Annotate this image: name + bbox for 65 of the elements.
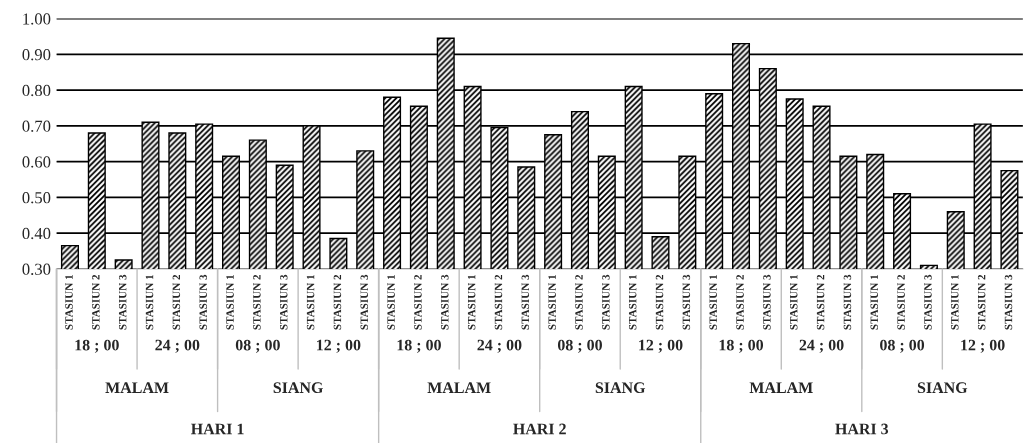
text: MALAM: [427, 382, 491, 393]
text: SIANG: [595, 382, 646, 394]
text: HARI 3: [835, 423, 889, 435]
x-tick-label: STASIUN 3: [1004, 274, 1013, 330]
text: 18 ; 00: [75, 339, 119, 353]
x-tick-label: STASIUN 2: [736, 274, 744, 330]
text: 18 ; 00: [719, 339, 764, 353]
x-tick-label: STASIUN 1: [790, 275, 798, 330]
text: 12 ; 00: [961, 339, 1005, 353]
text: SIANG: [273, 382, 323, 394]
x-tick-label: STASIUN 2: [897, 274, 905, 330]
text: 18 ; 00: [397, 339, 441, 353]
text: 08 ; 00: [557, 339, 602, 353]
text: 12 ; 00: [317, 339, 361, 353]
x-tick-label: STASIUN 3: [843, 274, 852, 330]
x-tick-label: STASIUN 1: [145, 275, 154, 330]
x-tick-label: STASIUN 1: [709, 275, 717, 330]
y-tick-label: 1.00: [23, 13, 51, 25]
x-tick-label: STASIUN 1: [387, 275, 395, 330]
x-tick-label: STASIUN 2: [172, 274, 181, 330]
y-tick-label: 0.80: [22, 84, 51, 97]
text: MALAM: [749, 382, 813, 393]
text: 08 ; 00: [880, 339, 925, 353]
text: MALAM: [105, 382, 169, 393]
x-tick-label: STASIUN 1: [951, 275, 959, 330]
text: HARI 1: [191, 423, 244, 435]
x-tick-label: STASIUN 1: [467, 275, 476, 330]
x-tick-label: STASIUN 1: [65, 275, 73, 330]
x-tick-label: STASIUN 3: [360, 274, 369, 330]
x-tick-label: STASIUN 3: [521, 274, 530, 330]
x-tick-label: STASIUN 2: [414, 274, 422, 330]
text: 24 ; 00: [799, 339, 844, 353]
x-tick-label: STASIUN 1: [548, 275, 556, 330]
text: 24 ; 00: [477, 339, 522, 353]
x-tick-label: STASIUN 3: [924, 274, 932, 330]
x-tick-label: STASIUN 3: [682, 274, 691, 330]
x-tick-label: STASIUN 3: [199, 274, 207, 330]
text: 08 ; 00: [235, 339, 280, 353]
x-tick-label: STASIUN 1: [306, 275, 315, 330]
x-tick-label: STASIUN 1: [870, 275, 879, 330]
x-tick-label: STASIUN 3: [602, 274, 610, 330]
x-tick-label: STASIUN 1: [628, 275, 637, 330]
y-tick-label: 0.70: [22, 120, 51, 132]
x-tick-label: STASIUN 2: [575, 274, 583, 330]
x-tick-label: STASIUN 3: [280, 274, 288, 330]
x-tick-label: STASIUN 3: [763, 274, 771, 330]
y-tick-label: 0.30: [22, 263, 51, 275]
y-tick-label: 0.90: [22, 49, 51, 61]
y-tick-label: 0.40: [22, 227, 51, 240]
x-tick-label: STASIUN 2: [494, 274, 503, 330]
text: 12 ; 00: [639, 339, 683, 353]
x-tick-label: STASIUN 2: [816, 274, 825, 330]
x-tick-label: STASIUN 2: [253, 274, 261, 330]
text: 24 ; 00: [155, 339, 200, 353]
x-tick-label: STASIUN 1: [226, 275, 234, 330]
x-tick-label: STASIUN 2: [92, 274, 100, 330]
x-tick-label: STASIUN 2: [333, 274, 342, 330]
x-tick-label: STASIUN 3: [441, 274, 449, 330]
y-tick-label: 0.60: [22, 156, 51, 168]
text: HARI 2: [513, 423, 566, 435]
y-tick-label: 0.50: [22, 192, 51, 204]
text: SIANG: [917, 382, 968, 394]
x-tick-label: STASIUN 2: [977, 274, 986, 330]
x-tick-label: STASIUN 2: [655, 274, 664, 330]
x-tick-label: STASIUN 3: [118, 274, 127, 330]
